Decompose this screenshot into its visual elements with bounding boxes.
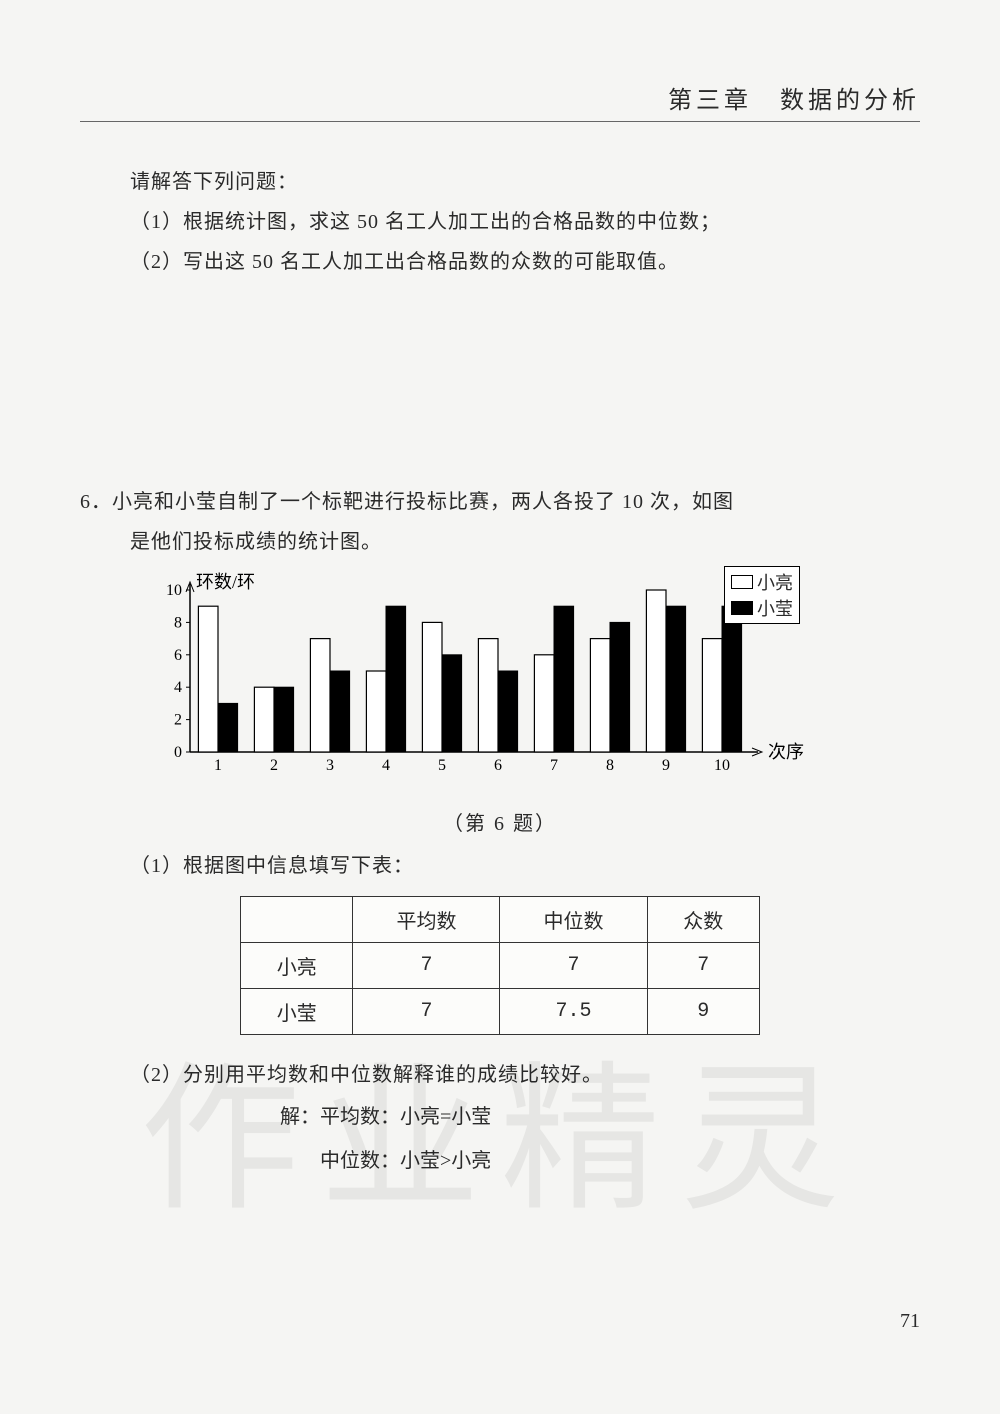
bar-chart: 小亮 小莹 0 2 4 6 8 10 环数/环次序 1 2 3 4 5 6 7 8 9 10 xyxy=(130,572,920,787)
q6-line2: 是他们投标成绩的统计图。 xyxy=(80,522,920,562)
chart-legend: 小亮 小莹 xyxy=(724,566,800,624)
col-mode: 众数 xyxy=(647,897,759,943)
row-a-mean: 7 xyxy=(353,943,500,989)
col-mean: 平均数 xyxy=(353,897,500,943)
svg-text:5: 5 xyxy=(438,757,446,774)
row-a-mode: 7 xyxy=(647,943,759,989)
page-number: 71 xyxy=(900,1310,920,1333)
svg-text:10: 10 xyxy=(714,757,730,774)
table-intro: （1）根据图中信息填写下表： xyxy=(80,846,920,886)
q6-line1: 6．小亮和小莹自制了一个标靶进行投标比赛，两人各投了 10 次，如图 xyxy=(80,482,920,522)
svg-text:8: 8 xyxy=(174,614,182,631)
table-row: 平均数 中位数 众数 xyxy=(241,897,760,943)
svg-text:6: 6 xyxy=(174,647,182,664)
row-b-mode: 9 xyxy=(647,989,759,1035)
row-a-name: 小亮 xyxy=(241,943,353,989)
row-b-mean: 7 xyxy=(353,989,500,1035)
svg-text:8: 8 xyxy=(606,757,614,774)
col-blank xyxy=(241,897,353,943)
legend-swatch-a xyxy=(731,575,753,589)
intro-text: 请解答下列问题： xyxy=(80,162,920,202)
col-median: 中位数 xyxy=(500,897,647,943)
svg-text:2: 2 xyxy=(174,712,182,729)
svg-text:7: 7 xyxy=(550,757,558,774)
svg-text:次序: 次序 xyxy=(768,742,804,762)
question-2: （2）写出这 50 名工人加工出合格品数的众数的可能取值。 xyxy=(80,242,920,282)
svg-text:6: 6 xyxy=(494,757,502,774)
table-row: 小莹 7 7.5 9 xyxy=(241,989,760,1035)
svg-text:2: 2 xyxy=(270,757,278,774)
svg-text:9: 9 xyxy=(662,757,670,774)
answer-mean: 解：平均数：小亮=小莹 xyxy=(80,1095,920,1139)
answer-median: 中位数：小莹>小亮 xyxy=(80,1139,920,1183)
svg-text:3: 3 xyxy=(326,757,334,774)
svg-text:0: 0 xyxy=(174,744,182,761)
part2-question: （2）分别用平均数和中位数解释谁的成绩比较好。 xyxy=(80,1055,920,1095)
figure-caption: （第 6 题） xyxy=(80,807,920,836)
svg-text:环数/环: 环数/环 xyxy=(196,572,255,592)
row-b-name: 小莹 xyxy=(241,989,353,1035)
legend-swatch-b xyxy=(731,601,753,615)
row-a-median: 7 xyxy=(500,943,647,989)
svg-text:4: 4 xyxy=(382,757,390,774)
svg-text:4: 4 xyxy=(174,679,182,696)
table-row: 小亮 7 7 7 xyxy=(241,943,760,989)
legend-label-b: 小莹 xyxy=(757,595,793,621)
row-b-median: 7.5 xyxy=(500,989,647,1035)
stats-table: 平均数 中位数 众数 小亮 7 7 7 小莹 7 7.5 9 xyxy=(240,896,760,1035)
svg-text:10: 10 xyxy=(166,582,182,599)
legend-label-a: 小亮 xyxy=(757,569,793,595)
question-1: （1）根据统计图，求这 50 名工人加工出的合格品数的中位数； xyxy=(80,202,920,242)
chapter-header: 第三章 数据的分析 xyxy=(80,80,920,122)
svg-text:1: 1 xyxy=(214,757,222,774)
